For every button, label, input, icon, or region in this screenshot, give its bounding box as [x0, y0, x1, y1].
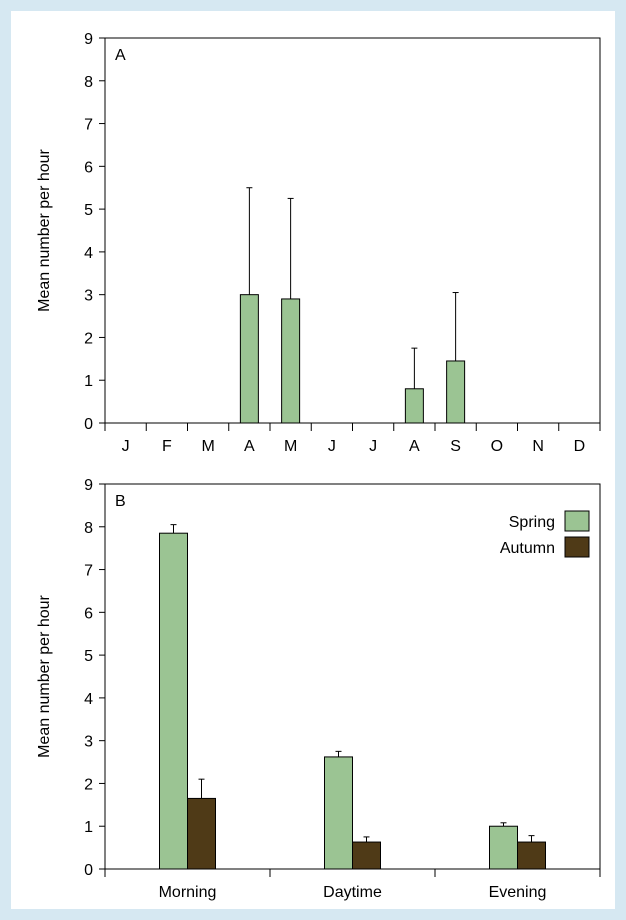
panel-b-legend-swatch — [564, 536, 590, 558]
panel-a-x-tick-label: J — [328, 438, 336, 455]
panel-b-y-tick-label: 9 — [84, 477, 93, 494]
panel-b-bar — [489, 825, 518, 870]
panel-a-x-tick-label: F — [162, 438, 172, 455]
panel-b-bar — [187, 797, 216, 870]
panel-b-x-tick-label: Evening — [489, 884, 547, 901]
panel-b-legend-label: Autumn — [500, 540, 555, 557]
panel-b-y-tick-label: 4 — [84, 691, 93, 708]
panel-b-y-tick-label: 8 — [84, 520, 93, 537]
figure-frame: 0 1 2 3 4 5 6 7 8 9 Mean number per hour A J F M A M J J A S… — [11, 11, 615, 909]
panel-b-y-tick-label: 1 — [84, 819, 93, 836]
panel-b-x-tick-label: Daytime — [323, 884, 382, 901]
panel-a-x-tick-label: D — [574, 438, 586, 455]
panel-a-bar — [446, 360, 466, 424]
panel-a-y-tick-label: 7 — [84, 117, 93, 134]
panel-b-bar — [324, 756, 353, 870]
panel-a-x-tick-label: S — [450, 438, 461, 455]
panel-a-x-tick-label: M — [201, 438, 214, 455]
panel-a-panel-label: A — [115, 47, 126, 64]
panel-a-y-tick-label: 6 — [84, 159, 93, 176]
panel-a-x-tick-label: J — [369, 438, 377, 455]
panel-a-y-tick-label: 3 — [84, 288, 93, 305]
panel-a-y-tick-label: 9 — [84, 31, 93, 48]
panel-a-bar — [239, 294, 259, 424]
panel-a-y-tick-label: 0 — [84, 416, 93, 433]
panel-b-y-tick-label: 5 — [84, 648, 93, 665]
panel-b-legend-swatch — [564, 510, 590, 532]
panel-a-bar — [404, 388, 424, 424]
panel-b-legend-label: Spring — [509, 514, 555, 531]
panel-a-x-tick-label: J — [122, 438, 130, 455]
panel-a-y-tick-label: 1 — [84, 373, 93, 390]
panel-a-x-tick-label: A — [409, 438, 420, 455]
panel-b-bar — [517, 841, 546, 870]
panel-b-y-tick-label: 3 — [84, 734, 93, 751]
panel-a-y-tick-label: 5 — [84, 202, 93, 219]
panel-a-y-axis-label: Mean number per hour — [36, 148, 53, 311]
panel-a-x-tick-label: M — [284, 438, 297, 455]
panel-a-y-tick-label: 2 — [84, 330, 93, 347]
panel-b-y-tick-label: 7 — [84, 563, 93, 580]
panel-b-y-tick-label: 0 — [84, 862, 93, 879]
panel-a-y-tick-label: 8 — [84, 74, 93, 91]
panel-b-bar — [352, 841, 381, 870]
panel-a-x-tick-label: O — [491, 438, 503, 455]
figure-svg: 0 1 2 3 4 5 6 7 8 9 Mean number per hour A J F M A M J J A S… — [36, 31, 601, 901]
panel-b-bar — [159, 532, 188, 870]
panel-b-y-tick-label: 6 — [84, 605, 93, 622]
panel-a-x-tick-label: A — [244, 438, 255, 455]
panel-a-plot-frame — [104, 37, 601, 424]
panel-b-y-axis-label: Mean number per hour — [36, 594, 53, 757]
panel-b-x-tick-label: Morning — [159, 884, 217, 901]
panel-a-x-tick-label: N — [532, 438, 544, 455]
panel-b-panel-label: B — [115, 493, 126, 510]
panel-a-y-tick-label: 4 — [84, 245, 93, 262]
panel-b-y-tick-label: 2 — [84, 776, 93, 793]
panel-a-bar — [281, 298, 301, 424]
